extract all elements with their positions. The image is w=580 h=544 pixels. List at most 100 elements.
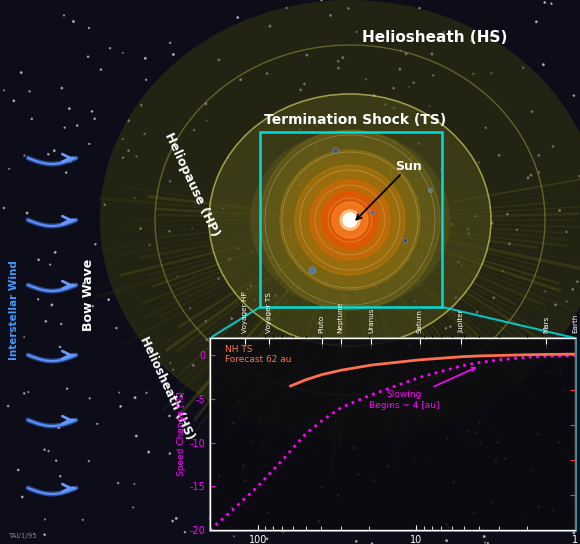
Point (354, 356, 363, 365)
Bar (260, 132, 442, 307)
Point (137, 101, 146, 109)
Point (285, 232, 295, 240)
Point (132, 432, 141, 441)
Point (528, 363, 537, 372)
Point (534, 430, 543, 438)
Point (54, 423, 63, 432)
Point (214, 55, 223, 64)
Point (90, 240, 100, 249)
Point (413, 193, 422, 201)
Point (403, 406, 412, 415)
Point (201, 317, 211, 325)
Text: Termination Shock (TS): Termination Shock (TS) (264, 113, 446, 127)
Point (447, 220, 456, 228)
Point (271, 291, 280, 300)
Point (85, 24, 94, 33)
Point (240, 476, 249, 485)
Point (478, 526, 487, 534)
Point (3, 401, 13, 410)
Point (381, 100, 390, 109)
Point (201, 100, 211, 108)
Point (554, 438, 563, 447)
Point (186, 304, 195, 313)
Point (168, 517, 177, 526)
Point (379, 390, 388, 399)
Point (483, 539, 492, 544)
Point (575, 172, 580, 181)
Point (130, 393, 140, 402)
Point (296, 85, 305, 94)
Ellipse shape (250, 130, 450, 310)
Point (278, 527, 288, 535)
Point (412, 249, 422, 257)
Point (545, 368, 554, 377)
Point (534, 502, 543, 511)
Text: Bow Wave: Bow Wave (82, 259, 95, 331)
Point (421, 454, 430, 462)
Point (27, 114, 37, 123)
Point (409, 78, 418, 87)
Point (475, 418, 484, 427)
Point (314, 517, 323, 526)
Point (17, 493, 27, 502)
Point (377, 269, 386, 278)
Point (25, 87, 34, 96)
Point (469, 509, 478, 517)
Point (268, 523, 277, 532)
Point (247, 246, 256, 255)
Point (476, 439, 485, 448)
Point (142, 388, 151, 397)
Point (439, 28, 448, 36)
Point (354, 470, 363, 479)
Point (96, 65, 106, 74)
Point (0, 203, 9, 212)
Point (301, 428, 310, 437)
Point (369, 91, 379, 100)
Point (442, 536, 451, 544)
Point (234, 386, 244, 395)
Point (79, 279, 88, 288)
Point (519, 64, 528, 72)
Point (23, 209, 32, 218)
Point (218, 204, 227, 213)
Circle shape (260, 130, 440, 310)
Point (140, 129, 149, 138)
Point (401, 50, 411, 58)
Point (386, 165, 396, 174)
Text: Heliosheath (HS): Heliosheath (HS) (362, 30, 508, 46)
Point (437, 165, 446, 174)
Point (243, 285, 252, 294)
Point (72, 121, 82, 130)
Point (344, 4, 353, 13)
Point (78, 515, 88, 524)
Point (517, 374, 526, 383)
Point (56, 472, 65, 480)
Point (493, 438, 502, 447)
Point (40, 446, 49, 454)
Point (168, 366, 177, 374)
Point (132, 152, 141, 161)
Point (44, 447, 53, 455)
Point (50, 146, 59, 155)
Point (24, 388, 33, 397)
Point (548, 506, 557, 515)
Point (460, 358, 469, 367)
Point (288, 248, 297, 257)
Point (52, 456, 61, 465)
Point (165, 412, 174, 421)
Point (66, 157, 75, 166)
Point (481, 123, 490, 132)
Point (214, 274, 223, 283)
Point (0, 86, 9, 95)
Point (172, 514, 181, 523)
Point (431, 363, 440, 372)
Point (311, 121, 320, 130)
Point (246, 282, 256, 290)
Point (415, 4, 424, 13)
Point (265, 22, 274, 30)
Point (235, 373, 245, 382)
Point (263, 534, 272, 543)
Point (57, 320, 66, 329)
Point (396, 65, 405, 73)
Point (442, 520, 451, 529)
